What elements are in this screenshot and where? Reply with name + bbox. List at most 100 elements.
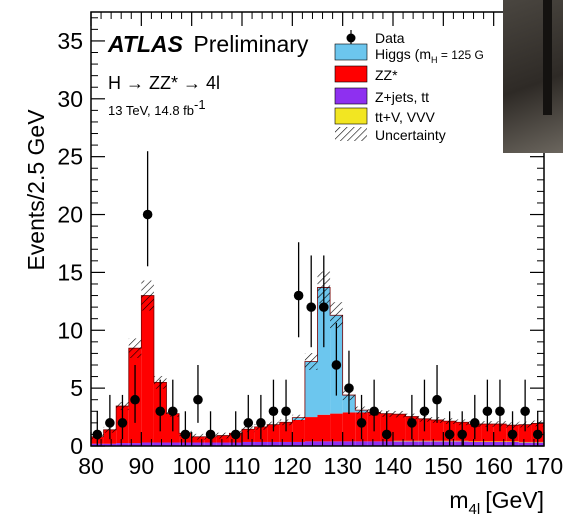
legend-label-zjets: Z+jets, tt	[375, 89, 429, 105]
bar-zz--20	[342, 412, 356, 442]
bar-tt-v-vvv-34	[518, 441, 532, 443]
y-tick-label: 20	[57, 202, 83, 228]
data-point-21	[369, 406, 379, 417]
data-point-28	[469, 418, 480, 428]
data-point-17	[318, 302, 329, 312]
bar-zz--24	[393, 414, 406, 441]
bar-zz--34	[518, 424, 532, 442]
bar-higgs-mh-125-gev--18	[317, 287, 331, 415]
bar-z-jets-tt-31	[481, 441, 494, 446]
legend-label-zz: ZZ*	[375, 67, 398, 83]
data-point-3	[130, 394, 140, 405]
bar-z-jets-tt-34	[518, 442, 532, 446]
uncertainty-bin-8	[191, 433, 205, 440]
data-point-22	[381, 429, 392, 440]
bar-tt-v-vvv-24	[393, 440, 406, 442]
bar-z-jets-tt-13	[254, 441, 268, 446]
legend-label-ttv: tt+V, VVV	[375, 109, 435, 125]
bar-z-jets-tt-10	[216, 442, 230, 446]
data-point-19	[344, 383, 354, 393]
data-point-15	[293, 290, 304, 301]
bar-zz--10	[216, 435, 230, 443]
y-tick-label: 25	[57, 144, 83, 170]
axis-ticks: 80 90 100 110 120 130 140 150 160 170 0 5 10 15 20 25 30…	[57, 12, 563, 479]
bar-z-jets-tt-17	[304, 441, 318, 446]
energy-lumi-label: 13 TeV, 14.8 fb-1	[108, 97, 206, 118]
bar-z-jets-tt-5	[153, 442, 167, 446]
bar-zz--31	[481, 424, 494, 442]
bar-z-jets-tt-16	[292, 441, 305, 446]
bar-tt-v-vvv-30	[468, 441, 482, 442]
y-tick-label: 35	[57, 28, 83, 54]
bar-z-jets-tt-8	[191, 442, 205, 446]
atlas-label: ATLAS Preliminary	[107, 31, 309, 57]
data-point-7	[180, 429, 191, 440]
data-point-24	[419, 406, 430, 417]
legend-label-data: Data	[375, 30, 405, 46]
bar-tt-v-vvv-32	[493, 441, 507, 442]
x-tick-label: 170	[525, 453, 563, 479]
data-point-9	[205, 429, 216, 440]
bar-z-jets-tt-21	[355, 441, 368, 446]
bar-z-jets-tt-15	[279, 441, 293, 446]
bar-z-jets-tt-14	[267, 441, 280, 446]
data-point-2	[117, 418, 128, 428]
data-point-26	[444, 429, 455, 440]
bar-zz--19	[330, 413, 343, 442]
data-point-23	[407, 418, 417, 428]
uncertainty-bin-24	[393, 410, 406, 418]
bar-zz--27	[430, 419, 444, 441]
data-point-5	[155, 406, 166, 417]
bar-higgs-mh-125-gev--17	[304, 361, 318, 418]
bar-z-jets-tt-6	[166, 442, 180, 446]
legend-swatch-higgs	[334, 43, 368, 61]
x-tick-label: 140	[374, 453, 412, 479]
uncertainty-bin-3	[128, 338, 142, 358]
bar-z-jets-tt-22	[367, 441, 381, 446]
bar-z-jets-tt-3	[128, 443, 142, 446]
data-point-8	[193, 394, 203, 405]
uncertainty-bin-16	[292, 414, 305, 421]
data-point-32	[520, 406, 530, 417]
bar-zz--32	[493, 424, 507, 442]
data-point-1	[105, 418, 115, 428]
legend-label-higgs: Higgs (mH = 125 G	[375, 46, 484, 65]
x-tick-label: 150	[424, 453, 462, 479]
y-tick-label: 5	[70, 375, 83, 401]
data-point-14	[281, 406, 291, 417]
data-point-20	[356, 418, 367, 428]
x-tick-label: 100	[172, 453, 210, 479]
data-point-4	[142, 209, 153, 220]
bar-z-jets-tt-30	[468, 441, 482, 446]
bar-zz--4	[141, 295, 154, 443]
data-points	[92, 151, 543, 446]
data-point-10	[230, 429, 241, 440]
data-point-11	[243, 418, 254, 428]
bar-z-jets-tt-26	[418, 441, 431, 446]
legend-label-uncertainty: Uncertainty	[375, 127, 446, 143]
legend-swatch-ttv	[334, 107, 368, 125]
plot-frame	[90, 11, 545, 447]
legend-swatch-zz	[334, 65, 368, 83]
bar-z-jets-tt-32	[493, 441, 507, 446]
bar-z-jets-tt-18	[317, 441, 331, 446]
x-tick-label: 120	[273, 453, 311, 479]
bar-z-jets-tt-19	[330, 441, 343, 446]
data-point-31	[507, 429, 518, 440]
x-tick-label: 80	[78, 453, 104, 479]
photo-detail	[543, 0, 552, 115]
y-tick-label: 15	[57, 259, 83, 285]
bar-tt-v-vvv-27	[430, 440, 444, 442]
uncertainty-bin-4	[141, 280, 154, 311]
data-point-27	[457, 429, 468, 440]
process-label: H → ZZ* → 4l	[108, 73, 220, 93]
y-tick-label: 30	[57, 86, 83, 112]
bar-tt-v-vvv-25	[405, 440, 419, 442]
bar-z-jets-tt-20	[342, 441, 356, 446]
data-point-29	[482, 406, 493, 417]
photo-overlay	[503, 0, 563, 153]
bar-z-jets-tt-1	[103, 443, 117, 446]
x-axis-title: m4l [GeV]	[449, 487, 544, 518]
data-point-30	[495, 406, 505, 417]
